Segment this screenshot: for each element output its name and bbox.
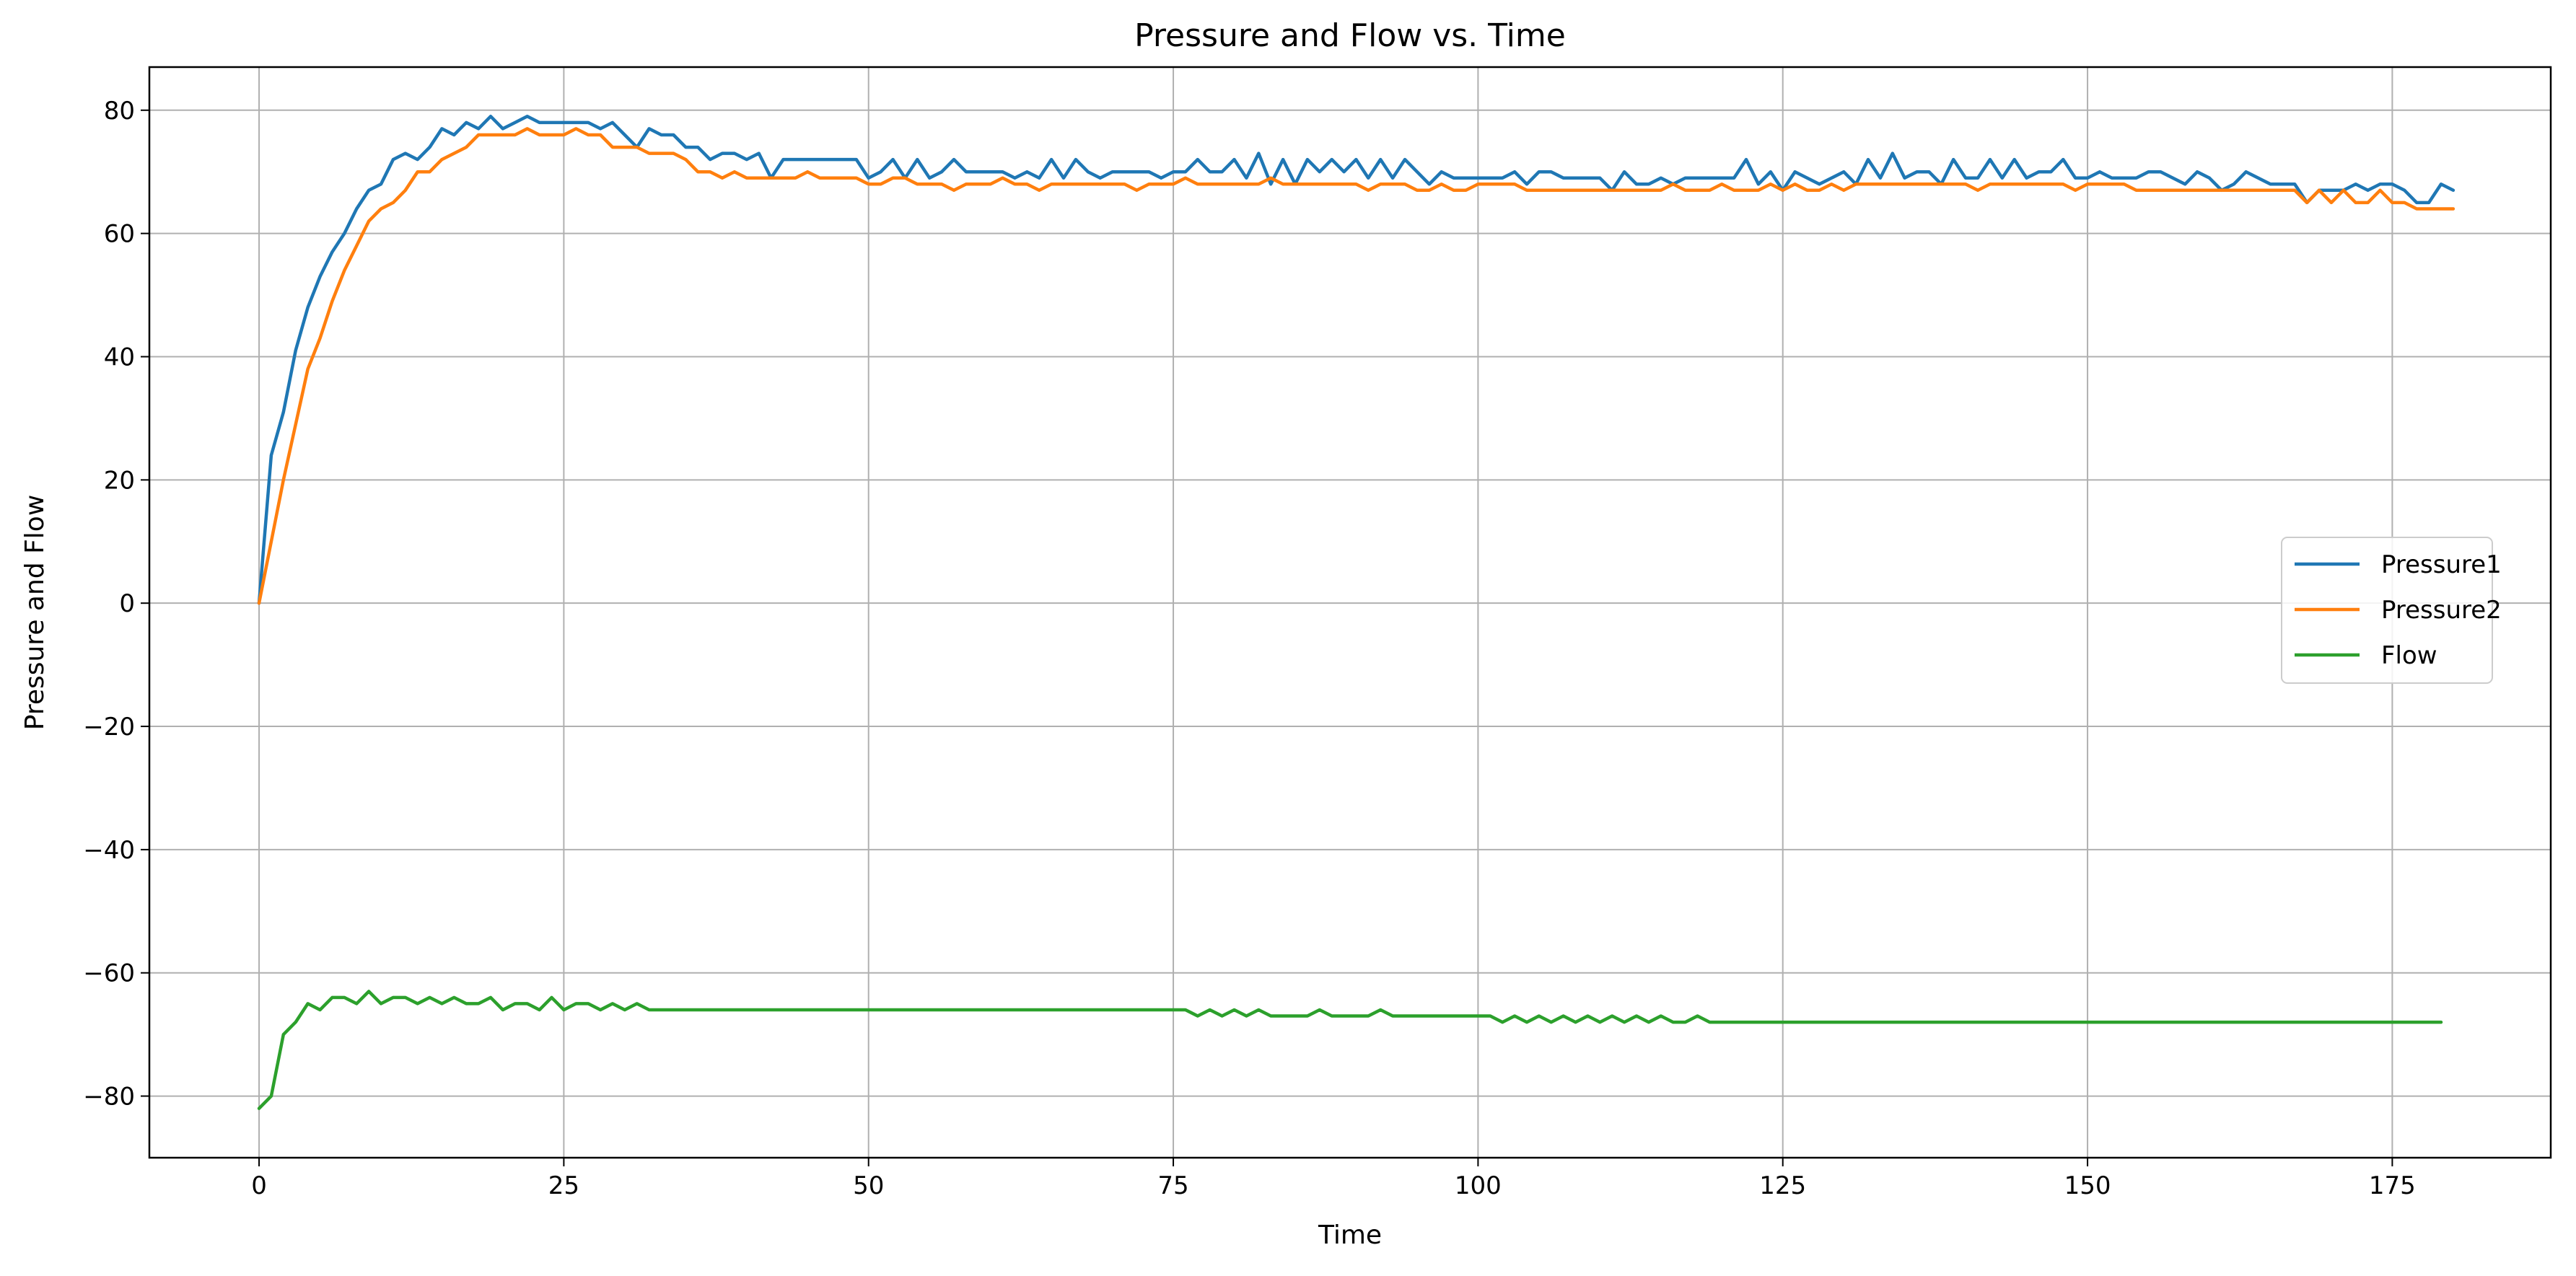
series-line-flow xyxy=(257,990,2443,1110)
x-tick-label: 100 xyxy=(1455,1171,1502,1200)
y-tick-label: 40 xyxy=(104,343,135,371)
x-tick-label: 75 xyxy=(1157,1171,1188,1200)
legend: Pressure1 Pressure2 Flow xyxy=(2281,537,2502,684)
y-axis-ticks: −80 −60 −40 −20 0 20 40 60 80 xyxy=(83,97,149,1112)
y-tick-label: −20 xyxy=(83,713,135,742)
y-tick-label: 20 xyxy=(104,466,135,495)
legend-box xyxy=(2281,537,2493,684)
y-axis-label: Pressure and Flow xyxy=(20,495,50,731)
series-lines xyxy=(257,115,2455,1110)
series-line-pressure1 xyxy=(257,115,2455,605)
x-axis-ticks: 0 25 50 75 100 125 150 175 xyxy=(251,1158,2416,1200)
y-tick-label: 80 xyxy=(104,97,135,126)
x-tick-label: 25 xyxy=(548,1171,579,1200)
grid-lines xyxy=(149,67,2551,1158)
x-tick-label: 175 xyxy=(2369,1171,2416,1200)
x-tick-label: 0 xyxy=(251,1171,267,1200)
y-tick-label: 0 xyxy=(119,589,135,618)
x-tick-label: 125 xyxy=(1759,1171,1806,1200)
y-tick-label: −40 xyxy=(83,836,135,865)
x-tick-label: 50 xyxy=(853,1171,884,1200)
series-line-pressure2 xyxy=(257,127,2455,605)
plot-frame xyxy=(148,66,2552,1159)
legend-label: Pressure1 xyxy=(2381,550,2502,579)
legend-label: Flow xyxy=(2381,641,2437,670)
x-axis-label: Time xyxy=(1318,1220,1382,1250)
x-tick-label: 150 xyxy=(2064,1171,2111,1200)
y-tick-label: 60 xyxy=(104,220,135,249)
y-tick-label: −60 xyxy=(83,959,135,988)
legend-label: Pressure2 xyxy=(2381,596,2502,625)
chart-title: Pressure and Flow vs. Time xyxy=(1134,17,1566,54)
y-tick-label: −80 xyxy=(83,1083,135,1112)
